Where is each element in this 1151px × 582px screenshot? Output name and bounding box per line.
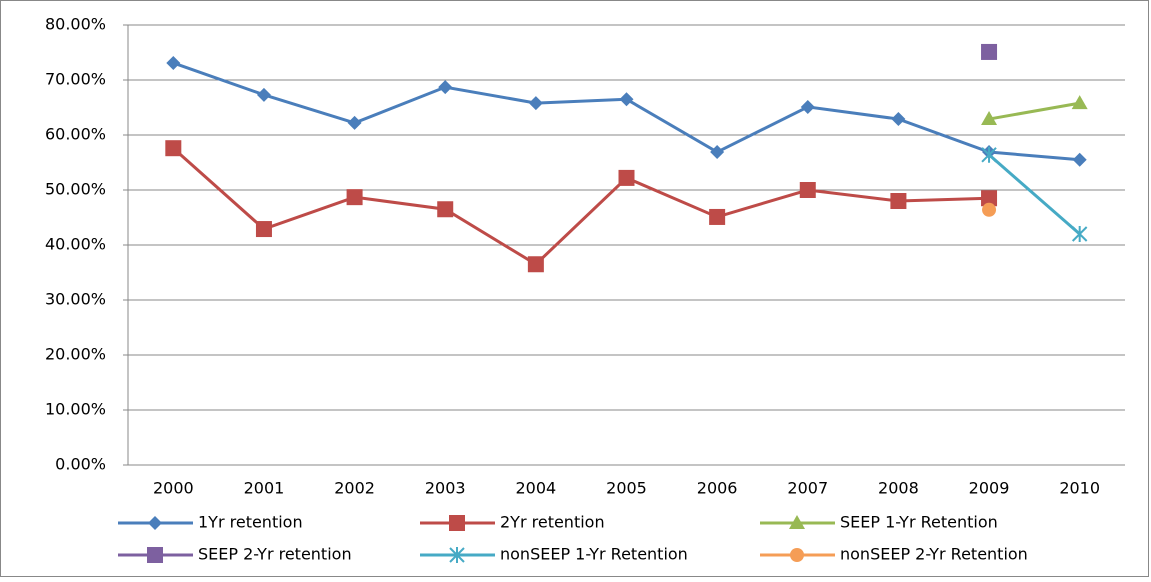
y-tick-label: 30.00% — [45, 290, 106, 309]
marker — [799, 182, 816, 198]
x-tick-label: 2001 — [244, 479, 285, 498]
marker — [981, 43, 998, 60]
x-tick-label: 2010 — [1059, 479, 1100, 498]
y-tick-label: 80.00% — [45, 15, 106, 34]
marker — [1071, 226, 1088, 242]
legend-label: SEEP 2-Yr retention — [198, 545, 352, 564]
legend-marker — [449, 515, 465, 531]
legend-label: SEEP 1-Yr Retention — [840, 513, 998, 532]
y-tick-label: 0.00% — [55, 455, 106, 474]
marker — [1071, 95, 1088, 110]
marker — [710, 145, 725, 160]
x-tick-label: 2009 — [969, 479, 1010, 498]
y-tick-label: 10.00% — [45, 400, 106, 419]
x-tick-label: 2006 — [697, 479, 738, 498]
y-tick-label: 70.00% — [45, 70, 106, 89]
y-tick-label: 20.00% — [45, 345, 106, 364]
marker — [346, 189, 363, 206]
marker — [166, 55, 181, 70]
legend-label: 2Yr retention — [500, 513, 605, 532]
marker — [438, 80, 453, 95]
series-line — [172, 147, 990, 267]
marker — [528, 96, 543, 111]
marker — [981, 190, 998, 207]
x-tick-label: 2008 — [878, 479, 919, 498]
marker — [800, 99, 815, 114]
marker — [619, 92, 634, 107]
marker — [982, 202, 997, 217]
x-tick-label: 2003 — [425, 479, 466, 498]
marker — [709, 208, 726, 225]
legend-label: 1Yr retention — [198, 513, 303, 532]
marker — [618, 169, 635, 186]
marker — [1072, 152, 1087, 167]
legend-label: nonSEEP 2-Yr Retention — [840, 545, 1028, 564]
marker — [890, 193, 907, 209]
x-tick-label: 2004 — [516, 479, 557, 498]
marker — [437, 201, 454, 218]
series-line — [988, 101, 1080, 121]
marker — [256, 87, 271, 102]
x-tick-label: 2005 — [606, 479, 647, 498]
marker — [981, 111, 998, 126]
marker — [165, 140, 182, 157]
y-tick-label: 50.00% — [45, 180, 106, 199]
legend-marker — [147, 547, 163, 563]
marker — [891, 112, 906, 127]
y-tick-label: 40.00% — [45, 235, 106, 254]
marker — [981, 146, 997, 163]
x-tick-label: 2002 — [334, 479, 375, 498]
marker — [527, 256, 544, 273]
legend-marker — [789, 515, 805, 529]
x-tick-label: 2007 — [787, 479, 828, 498]
x-tick-label: 2000 — [153, 479, 194, 498]
legend-marker — [449, 547, 465, 563]
legend-marker — [790, 548, 804, 562]
marker — [255, 221, 272, 238]
series-line — [988, 153, 1081, 236]
legend-marker — [148, 516, 162, 530]
y-tick-label: 60.00% — [45, 125, 106, 144]
marker — [347, 115, 362, 130]
legend-label: nonSEEP 1-Yr Retention — [500, 545, 688, 564]
